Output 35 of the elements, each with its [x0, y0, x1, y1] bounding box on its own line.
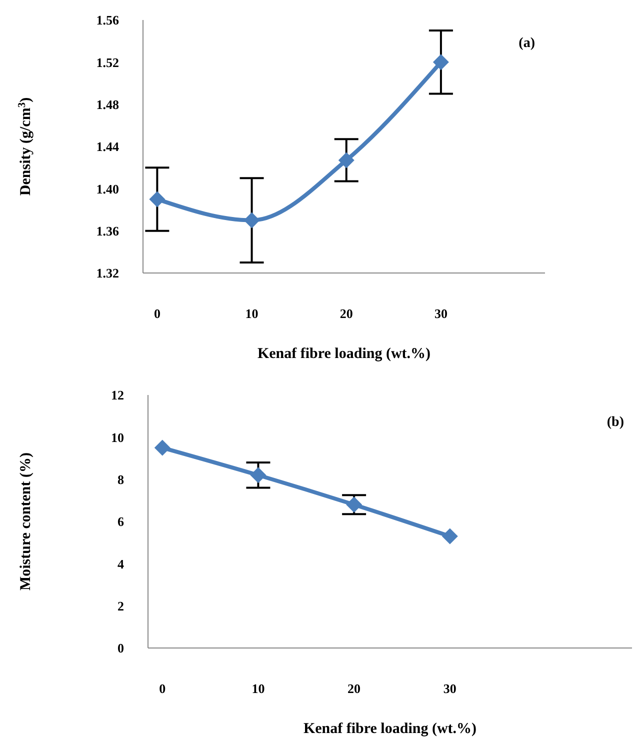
point [250, 467, 266, 484]
x-tick-label: 30 [443, 681, 456, 696]
x-tick-label: 20 [348, 681, 361, 696]
y-tick-label: 2 [118, 598, 124, 614]
y-tick-label: 1.40 [96, 181, 119, 196]
point [244, 212, 260, 228]
y-tick-label: 1.32 [96, 266, 119, 281]
y-tick-label: 1.56 [96, 12, 120, 28]
y-tick-label: 12 [111, 388, 124, 403]
x-tick-label: 10 [252, 681, 265, 696]
y-tick-label: 1.52 [96, 54, 119, 70]
y-tick-label: 8 [118, 472, 124, 487]
y-tick-label: 1.36 [96, 223, 120, 238]
y-tick-label: 0 [118, 640, 124, 656]
y-tick-label: 1.48 [96, 96, 120, 112]
x-tick-label: 0 [154, 306, 160, 322]
point [346, 496, 362, 513]
annotation: (b) [606, 415, 624, 431]
x-tick-label: 30 [434, 306, 448, 322]
x-tick-label: 0 [159, 681, 166, 696]
x-tick-label: 10 [245, 306, 258, 322]
point [149, 191, 166, 208]
y-tick-label: 1.44 [96, 139, 120, 154]
y-tick-label: 6 [118, 514, 124, 530]
x-axis-title: Kenaf fibre loading (wt.%) [257, 346, 431, 362]
annotation: (a) [518, 36, 535, 52]
y-axis-title: Moisture content (%) [18, 452, 34, 591]
y-tick-label: 10 [111, 430, 124, 445]
x-tick-label: 20 [340, 306, 353, 322]
x-axis-title: Kenaf fibre loading (wt.%) [303, 721, 477, 737]
point [432, 54, 449, 70]
point [154, 440, 170, 456]
y-tick-label: 4 [118, 556, 124, 572]
point [442, 528, 458, 544]
point [338, 152, 354, 168]
